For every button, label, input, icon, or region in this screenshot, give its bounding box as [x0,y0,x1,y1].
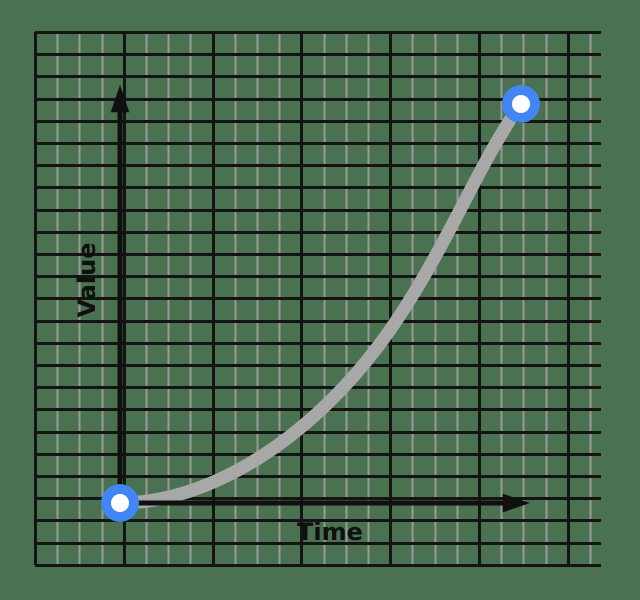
data-curve [113,97,528,510]
start-point-marker-center [111,494,129,512]
data-point-markers [101,85,540,522]
grid-horizontal-lines [35,31,601,567]
x-axis-arrow-icon [502,493,530,513]
axes [110,85,530,513]
end-point-marker-center [512,95,530,113]
y-axis-arrow-icon [110,85,130,113]
y-axis-label: Value [73,242,101,317]
x-axis-label: Time [297,518,363,546]
